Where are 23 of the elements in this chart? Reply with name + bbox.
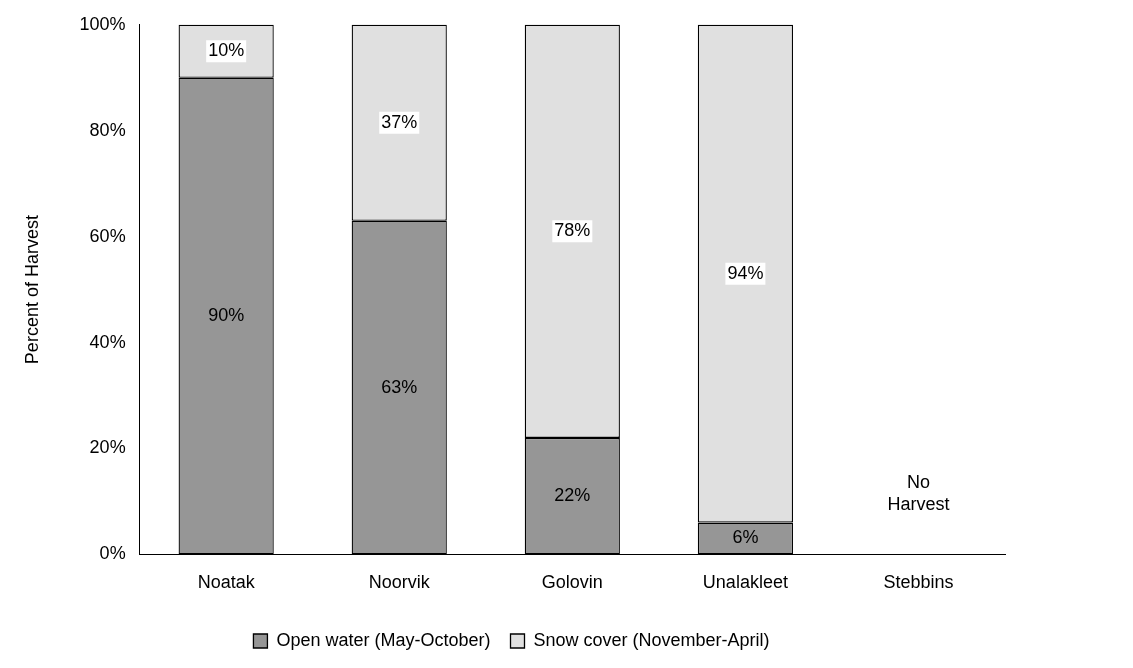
y-tick-label: 40% [89, 331, 126, 352]
data-label: 90% [208, 305, 245, 326]
x-tick-label: Noatak [197, 572, 256, 593]
y-axis-title: Percent of Harvest [21, 215, 42, 365]
y-tick-label: 60% [89, 225, 126, 246]
x-tick-label: Noorvik [368, 572, 431, 593]
x-tick-label: Unalakleet [702, 572, 788, 593]
x-tick-label: Golovin [541, 572, 603, 593]
x-tick-label: Stebbins [883, 572, 954, 593]
legend-label: Open water (May-October) [276, 629, 491, 650]
data-label: 94% [727, 262, 764, 283]
data-label: 63% [381, 376, 418, 397]
y-tick-label: 100% [79, 13, 126, 34]
y-tick-label: 80% [89, 119, 126, 140]
annotation: No Harvest [887, 472, 950, 515]
y-tick-label: 0% [99, 543, 126, 564]
data-label: 6% [732, 527, 759, 548]
data-label: 78% [554, 220, 591, 241]
data-label: 37% [381, 111, 418, 132]
data-label: 10% [208, 40, 245, 61]
legend-label: Snow cover (November-April) [533, 629, 770, 650]
y-tick-label: 20% [89, 437, 126, 458]
data-label: 22% [554, 485, 591, 506]
